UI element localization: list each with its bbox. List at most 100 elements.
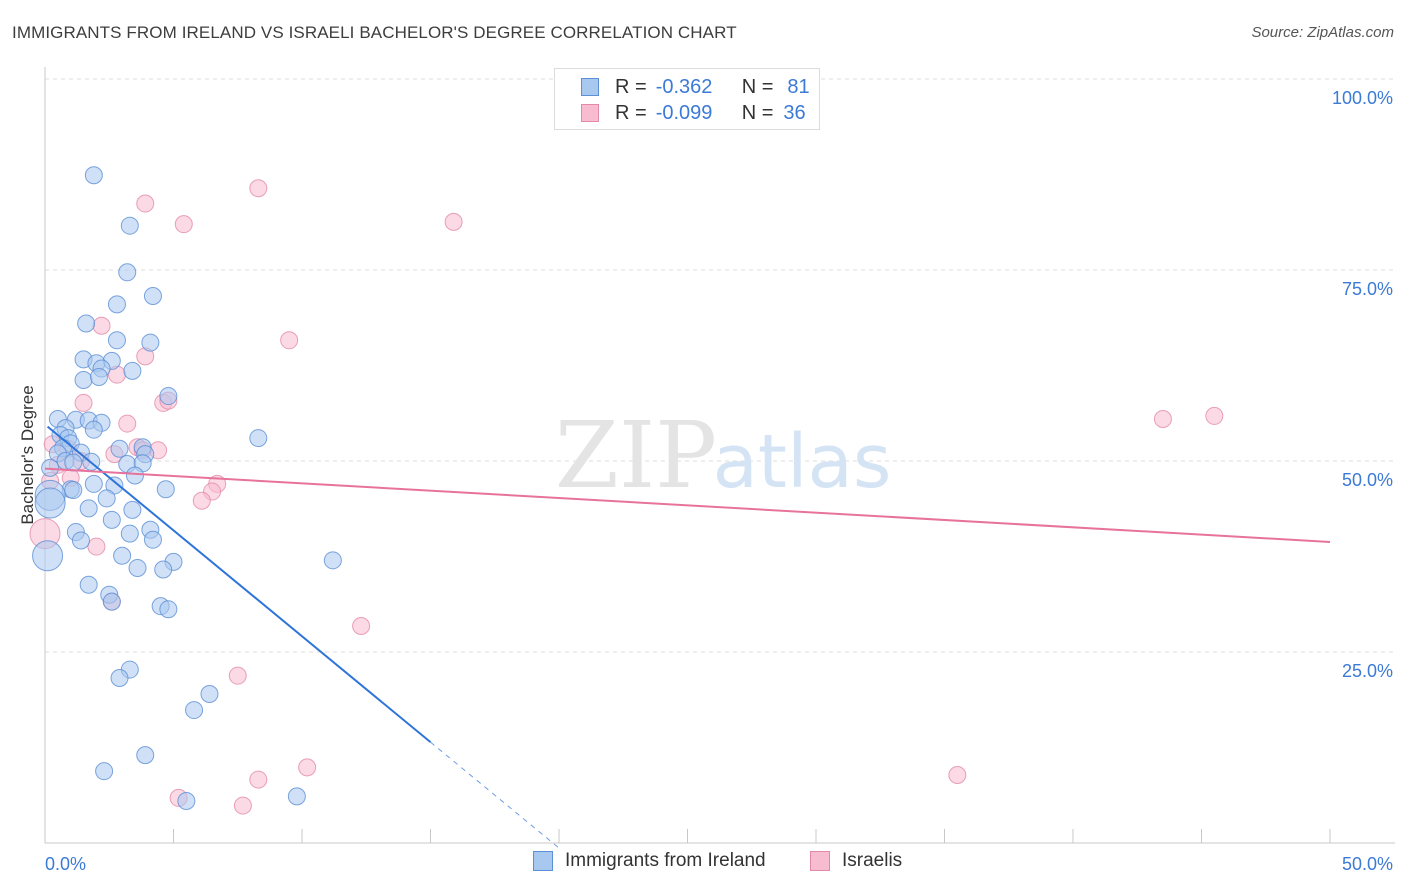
- ireland-point: [159, 387, 178, 406]
- data-points: [29, 166, 1224, 815]
- ireland-point: [185, 701, 204, 720]
- ireland-point: [84, 420, 103, 439]
- x-tick-label: 50.0%: [1342, 854, 1393, 874]
- ireland-point: [287, 787, 306, 806]
- y-tick-label: 100.0%: [1332, 88, 1393, 108]
- r-label: R =: [615, 75, 647, 98]
- ireland-trend-line: [46, 425, 432, 743]
- ireland-point: [177, 791, 196, 810]
- ireland-point: [84, 474, 103, 493]
- ireland-point: [136, 746, 155, 765]
- ireland-point: [323, 551, 342, 570]
- ireland-point: [128, 558, 147, 577]
- n-label: N =: [741, 75, 774, 98]
- watermark-zip: ZIP: [555, 402, 717, 509]
- ireland-trend-extension: [430, 741, 560, 849]
- israeli-point: [92, 316, 111, 335]
- legend-item-ireland: Immigrants from Ireland: [533, 850, 766, 872]
- grid-lines: [45, 78, 1395, 653]
- correlation-legend: R = -0.362 N = 81 R = -0.099 N = 36: [554, 68, 820, 130]
- legend-label-ireland: Immigrants from Ireland: [565, 850, 766, 871]
- ireland-point: [79, 499, 98, 518]
- ireland-point: [97, 489, 116, 508]
- ireland-point: [123, 361, 142, 380]
- n-value: 81: [787, 75, 810, 98]
- ireland-point: [84, 166, 103, 185]
- ireland-point: [107, 331, 126, 350]
- israeli-point: [249, 179, 268, 198]
- n-label: N =: [741, 101, 774, 124]
- israeli-point: [233, 796, 252, 815]
- ireland-point: [64, 481, 83, 500]
- ireland-point: [71, 531, 90, 550]
- chart-title: IMMIGRANTS FROM IRELAND VS ISRAELI BACHE…: [12, 23, 737, 42]
- ireland-point: [41, 458, 60, 477]
- ireland-point: [113, 546, 132, 565]
- ireland-point: [110, 439, 129, 458]
- israeli-swatch: [581, 104, 599, 122]
- ireland-point: [107, 295, 126, 314]
- legend-label-israeli: Israelis: [842, 850, 903, 871]
- x-tick-label: 0.0%: [45, 854, 86, 874]
- ireland-point: [32, 540, 64, 572]
- ireland-point: [200, 685, 219, 704]
- ireland-legend-swatch: [533, 851, 553, 871]
- ireland-point: [118, 263, 137, 282]
- israeli-point: [280, 331, 299, 350]
- ireland-point: [154, 560, 173, 579]
- israeli-point: [192, 491, 211, 510]
- israeli-point: [249, 770, 268, 789]
- ireland-point: [159, 600, 178, 619]
- israeli-point: [87, 537, 106, 556]
- ireland-point: [125, 466, 144, 485]
- israeli-point: [352, 617, 371, 636]
- ireland-point: [249, 429, 268, 448]
- israeli-point: [1153, 409, 1172, 428]
- ireland-point: [34, 487, 66, 519]
- y-tick-label: 50.0%: [1342, 470, 1393, 490]
- legend-row-ireland: R = -0.362 N = 81: [581, 74, 810, 100]
- source-label: Source: ZipAtlas.com: [1251, 24, 1394, 41]
- israeli-point: [298, 758, 317, 777]
- legend-row-israeli: R = -0.099 N = 36: [581, 100, 806, 126]
- israeli-point: [136, 194, 155, 213]
- ireland-point: [156, 480, 175, 499]
- trend-lines: [44, 425, 1331, 849]
- israeli-point: [948, 766, 967, 785]
- ireland-point: [120, 524, 139, 543]
- israeli-point: [118, 414, 137, 433]
- zipatlas-watermark: ZIP atlas: [555, 402, 892, 509]
- y-tick-label: 75.0%: [1342, 279, 1393, 299]
- israeli-point: [444, 212, 463, 231]
- tick-labels: 25.0% 50.0% 75.0% 100.0% 0.0% 50.0%: [45, 88, 1393, 874]
- ireland-point: [79, 575, 98, 594]
- ireland-point: [95, 762, 114, 781]
- israeli-point: [74, 393, 93, 412]
- ireland-point: [102, 592, 121, 611]
- israeli-legend-swatch: [810, 851, 830, 871]
- ireland-point: [64, 453, 83, 472]
- israeli-trend-line: [44, 467, 1331, 543]
- israeli-point: [228, 666, 247, 685]
- ireland-point: [89, 367, 108, 386]
- n-value: 36: [783, 101, 806, 124]
- israeli-point: [174, 215, 193, 234]
- watermark-atlas: atlas: [713, 419, 892, 505]
- ireland-point: [74, 371, 93, 390]
- ireland-point: [123, 500, 142, 519]
- axes: [44, 67, 1395, 844]
- ireland-point: [143, 530, 162, 549]
- ireland-point: [143, 286, 162, 305]
- r-value: -0.362: [655, 75, 713, 98]
- y-tick-label: 25.0%: [1342, 661, 1393, 681]
- ireland-point: [120, 216, 139, 235]
- r-label: R =: [615, 101, 647, 124]
- ireland-point: [77, 314, 96, 333]
- israeli-point: [1205, 406, 1224, 425]
- r-value: -0.099: [655, 101, 713, 124]
- ireland-point: [110, 668, 129, 687]
- legend-item-israeli: Israelis: [810, 850, 902, 872]
- ireland-point: [102, 510, 121, 529]
- ireland-point: [141, 333, 160, 352]
